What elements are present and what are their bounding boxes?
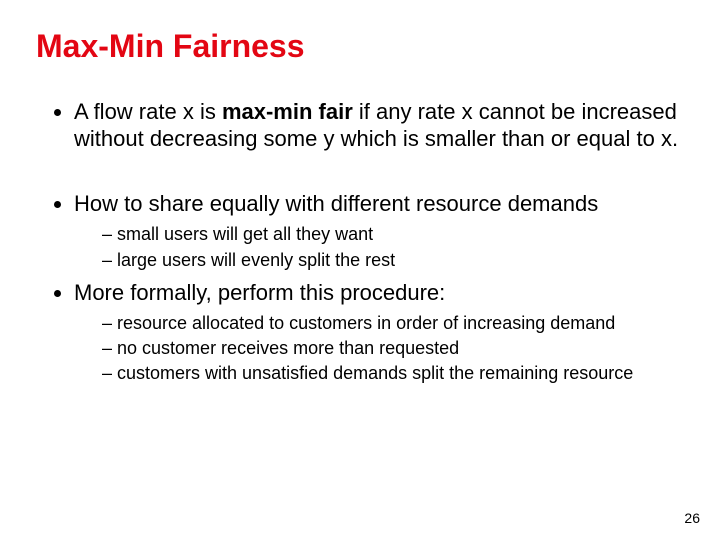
bullet-spacer bbox=[74, 161, 684, 191]
text-run: max-min fair bbox=[222, 99, 353, 124]
page-number: 26 bbox=[684, 510, 700, 526]
slide: Max-Min Fairness A flow rate x is max-mi… bbox=[0, 0, 720, 540]
bullet-item: More formally, perform this procedure: re… bbox=[74, 280, 684, 386]
sub-item: small users will get all they want bbox=[102, 223, 684, 246]
bullet-item: How to share equally with different reso… bbox=[74, 191, 684, 272]
sub-list: small users will get all they want large … bbox=[74, 223, 684, 271]
sub-item: resource allocated to customers in order… bbox=[102, 312, 684, 335]
sub-item: large users will evenly split the rest bbox=[102, 249, 684, 272]
sub-item: customers with unsatisfied demands split… bbox=[102, 362, 684, 385]
text-run: A flow rate x is bbox=[74, 99, 222, 124]
sub-item: no customer receives more than requested bbox=[102, 337, 684, 360]
text-run: How to share equally with different reso… bbox=[74, 191, 598, 216]
slide-title: Max-Min Fairness bbox=[36, 28, 684, 65]
bullet-item: A flow rate x is max-min fair if any rat… bbox=[74, 99, 684, 153]
bullet-list: A flow rate x is max-min fair if any rat… bbox=[36, 99, 684, 385]
text-run: More formally, perform this procedure: bbox=[74, 280, 445, 305]
sub-list: resource allocated to customers in order… bbox=[74, 312, 684, 385]
